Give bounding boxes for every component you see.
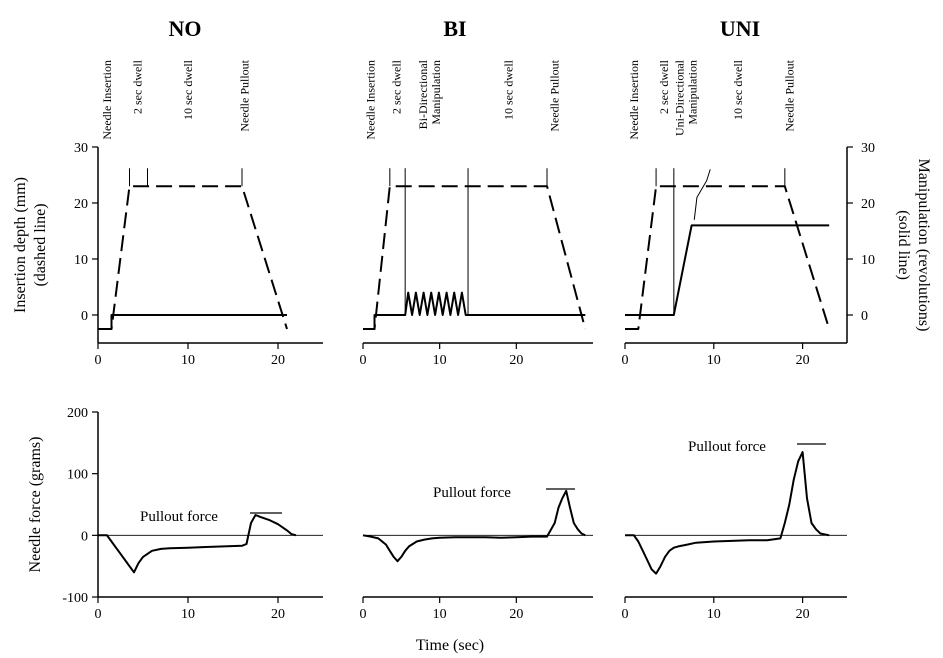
panel-2: 0 10 20 0 10 20 30 Manipulation (revolutions)(s… [622,59,933,368]
series-solid-line [98,314,287,330]
x-tick-label: 0 [360,353,367,368]
x-tick-label: 20 [509,353,523,368]
event-label: Needle Pullout [238,59,252,131]
y-tick-label: 100 [67,468,88,483]
x-tick-label: 20 [271,353,285,368]
panel-3: 0 10 20 -100 0 100 200 Needle force (grams) Pull… [27,406,323,622]
series-solid-line [625,451,830,575]
y-tick-label: 200 [67,406,88,421]
y-tick-label: 20 [861,197,875,212]
y-tick-label: 30 [74,141,88,156]
y-tick-label: 20 [74,197,88,212]
y-tick-label: 10 [74,253,88,268]
y-tick-label: -100 [62,591,88,606]
event-label: 10 sec dwell [181,59,195,120]
series-solid-line [362,489,586,563]
x-tick-label: 20 [796,353,810,368]
event-label: Needle Pullout [782,59,796,131]
panel-0: 0 10 20 0 10 20 30 Insertion depth (mm) (dashed … [12,59,323,368]
pullout-force-label: Pullout force [433,485,511,501]
panel-title-no: NO [169,16,202,41]
callout-line [693,169,711,220]
panel-title-uni: UNI [720,16,760,41]
series-solid-line [98,514,297,574]
panel-4: 0 10 20 Pullout force [360,485,593,622]
x-tick-label: 10 [433,607,447,622]
x-tick-label: 10 [181,607,195,622]
y-tick-label: 30 [861,141,875,156]
event-label: 2 sec dwell [390,59,404,114]
pullout-force-label: Pullout force [688,439,766,455]
x-tick-label: 0 [622,607,629,622]
event-label: 2 sec dwell [131,59,145,114]
panel-title-bi: BI [443,16,466,41]
event-label: Needle Insertion [100,60,114,140]
x-tick-label: 0 [95,353,102,368]
x-tick-label: 10 [181,353,195,368]
event-label: Uni-DirectionalManipulation [672,59,699,136]
y-axis-label: Needle force (grams) [27,437,44,573]
pullout-force-label: Pullout force [140,509,218,525]
y-axis-label: Manipulation (revolutions)(solid line) [895,159,932,332]
series-dashed-line [363,185,587,330]
series-solid-line [625,224,830,316]
y-tick-label: 0 [81,309,88,324]
event-label: Needle Insertion [364,60,378,140]
y-tick-label: 10 [861,253,875,268]
x-tick-label: 0 [95,607,102,622]
series-dashed-line [98,185,288,330]
event-label: Needle Pullout [548,59,562,131]
event-label: 10 sec dwell [502,59,516,120]
y-tick-label: 0 [861,309,868,324]
x-tick-label: 0 [360,607,367,622]
event-label: Bi-DirectionalManipulation [416,59,443,129]
y-axis-label: Insertion depth (mm) (dashed line) [12,177,49,313]
x-tick-label: 20 [796,607,810,622]
event-label: Needle Insertion [627,60,641,140]
series-solid-line [363,291,586,330]
y-tick-label: 0 [81,529,88,544]
x-tick-label: 10 [707,353,721,368]
event-label: 10 sec dwell [731,59,745,120]
series-dashed-line [625,185,831,330]
x-tick-label: 0 [622,353,629,368]
panel-5: 0 10 20 Pullout force [622,439,847,622]
panel-1: 0 10 20 Needle Insertion 2 sec dwell Bi-Direc… [360,59,593,368]
x-tick-label: 10 [707,607,721,622]
x-tick-label: 20 [271,607,285,622]
event-label: 2 sec dwell [657,59,671,114]
x-tick-label: 10 [433,353,447,368]
x-axis-label: Time (sec) [416,637,484,654]
x-tick-label: 20 [509,607,523,622]
